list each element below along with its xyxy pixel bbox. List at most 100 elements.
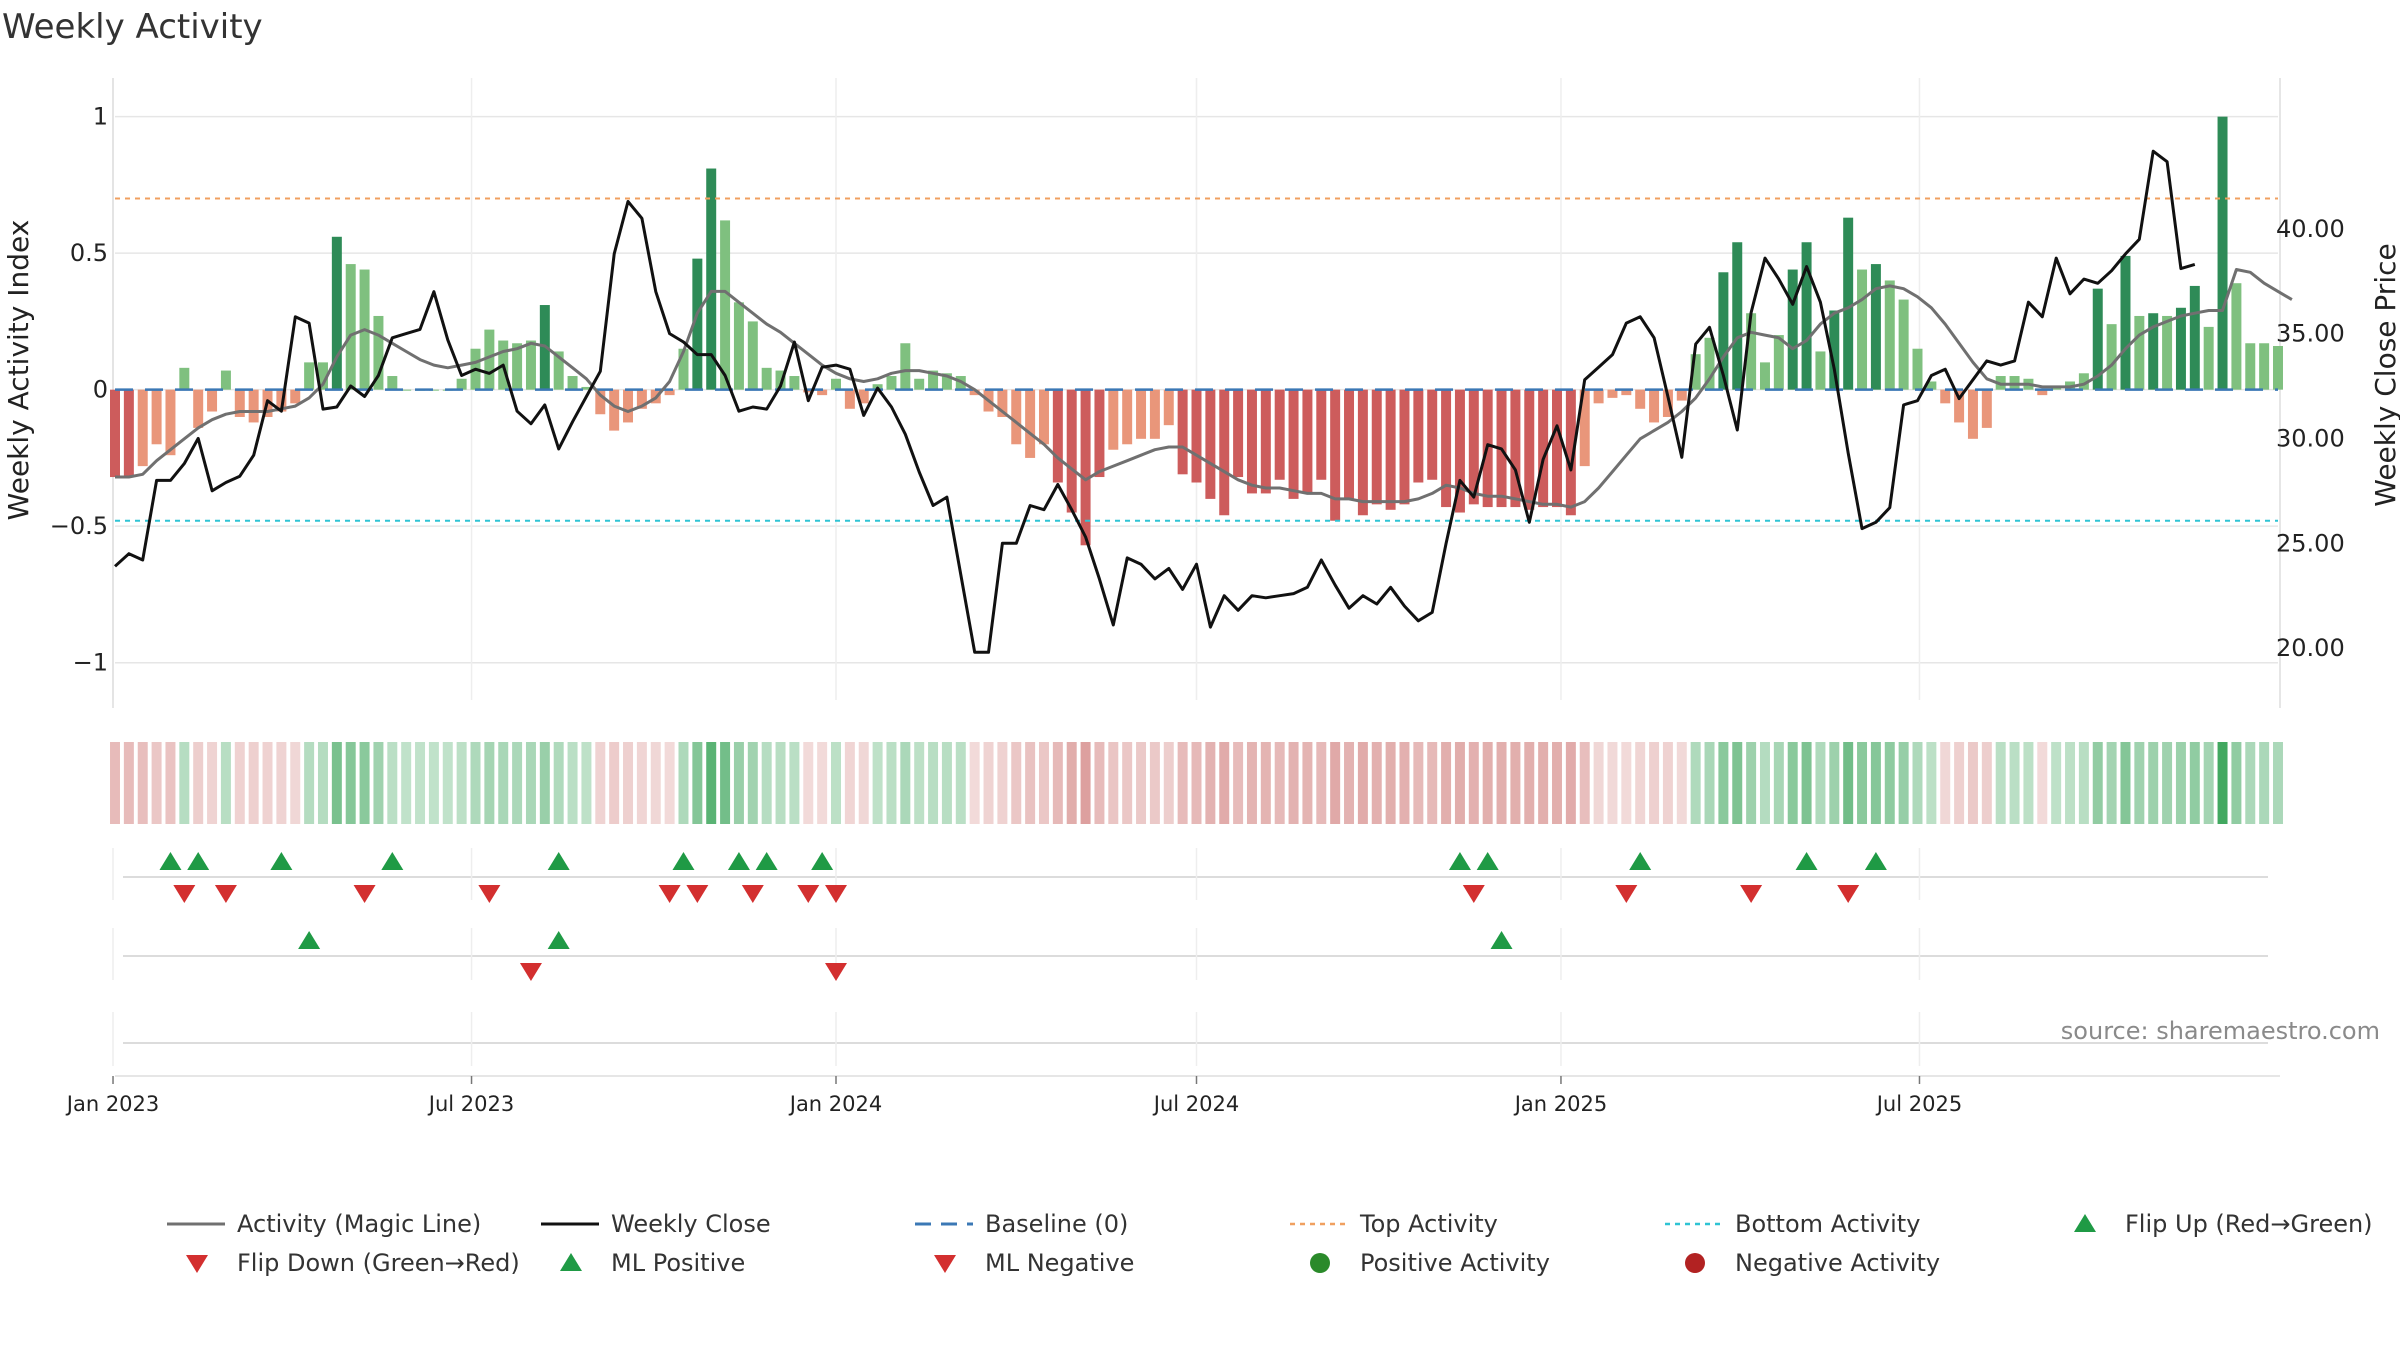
- legend-item: Top Activity: [1290, 1210, 1498, 1238]
- heat-cell: [2162, 742, 2173, 824]
- flip-down-marker: [658, 885, 681, 903]
- legend-label: Flip Up (Red→Green): [2125, 1210, 2373, 1238]
- source-credit: source: sharemaestro.com: [2061, 1017, 2380, 1045]
- heat-cell: [1621, 742, 1632, 824]
- flip-up-marker: [727, 852, 750, 870]
- activity-bar: [1399, 389, 1410, 505]
- activity-bar: [304, 362, 315, 390]
- activity-bar: [2148, 313, 2159, 390]
- heat-cell: [2051, 742, 2062, 824]
- activity-bar: [1219, 389, 1230, 516]
- heat-cell: [331, 742, 342, 824]
- legend-item: Bottom Activity: [1665, 1210, 1920, 1238]
- activity-bar: [831, 378, 841, 390]
- activity-bar: [193, 389, 204, 428]
- activity-bar: [2217, 116, 2228, 390]
- legend-swatch-circle: [1685, 1253, 1705, 1273]
- activity-bar: [1870, 264, 1881, 390]
- heat-cell: [345, 742, 356, 824]
- heat-cell: [1787, 742, 1798, 824]
- activity-bar: [2175, 307, 2186, 390]
- flip-up-marker: [547, 852, 570, 870]
- y-tick-left: 1: [93, 103, 108, 131]
- activity-bar: [1773, 335, 1784, 390]
- heat-cell: [1524, 742, 1535, 824]
- heat-cell: [803, 742, 814, 824]
- activity-bar: [928, 370, 939, 390]
- activity-bar: [1607, 389, 1618, 398]
- heat-cell: [234, 742, 245, 824]
- heat-cell: [706, 742, 717, 824]
- legend-label: Positive Activity: [1360, 1249, 1550, 1277]
- y-tick-left: 0: [93, 376, 108, 404]
- activity-bar: [623, 389, 634, 423]
- activity-bar: [1246, 389, 1257, 494]
- flip-down-marker: [825, 885, 847, 903]
- flip-down-marker: [478, 885, 501, 903]
- heat-cell: [1011, 742, 1022, 824]
- activity-bar: [1025, 389, 1036, 458]
- heat-cell: [359, 742, 370, 824]
- activity-bar: [456, 378, 467, 390]
- flip-up-marker: [1476, 852, 1499, 870]
- activity-bar: [1857, 269, 1868, 390]
- heat-cell: [1843, 742, 1854, 824]
- flip-up-marker: [1795, 852, 1818, 870]
- activity-bar: [2134, 315, 2145, 390]
- activity-bar: [1011, 389, 1022, 445]
- ml-negative-marker: [825, 963, 847, 981]
- heat-cell: [1815, 742, 1826, 824]
- heat-cell: [1732, 742, 1743, 824]
- heat-cell: [1510, 742, 1521, 824]
- y-tick-right: 25.00: [2276, 529, 2345, 557]
- activity-bar: [858, 389, 869, 404]
- legend-item: Negative Activity: [1685, 1249, 1940, 1277]
- heat-cell: [456, 742, 467, 824]
- activity-bar: [1801, 242, 1812, 390]
- activity-bar: [1066, 389, 1077, 513]
- heat-cell: [664, 742, 675, 824]
- activity-bar: [1718, 272, 1729, 390]
- signal-markers: [112, 848, 2280, 1077]
- activity-bar: [1357, 389, 1368, 516]
- legend-swatch-circle: [1310, 1253, 1330, 1273]
- activity-bar: [2245, 343, 2256, 390]
- heat-cell: [1454, 742, 1465, 824]
- heat-cell: [1427, 742, 1438, 824]
- activity-bar: [1981, 389, 1992, 428]
- heat-cell: [1177, 742, 1188, 824]
- activity-bar: [1940, 389, 1951, 404]
- legend-swatch-triangle-down: [934, 1255, 956, 1273]
- heat-cell: [317, 742, 328, 824]
- heat-cell: [1607, 742, 1618, 824]
- legend-item: Flip Down (Green→Red): [186, 1249, 520, 1277]
- heat-cell: [872, 742, 883, 824]
- activity-bar: [1829, 310, 1840, 390]
- activity-bar: [151, 389, 162, 445]
- y-ticks: 1 0.5 0 −0.5 −1 40.00 35.00 30.00 25.00 20.00: [50, 103, 2345, 677]
- heat-cell: [900, 742, 911, 824]
- activity-bar: [137, 389, 148, 467]
- flip-down-marker: [797, 885, 820, 903]
- y-axis-left-label: Weekly Activity Index: [2, 220, 35, 521]
- heat-cell: [747, 742, 758, 824]
- heat-cell: [2037, 742, 2048, 824]
- activity-bar: [1427, 389, 1438, 480]
- activity-bar: [1260, 389, 1271, 494]
- y-tick-left: −0.5: [50, 512, 108, 540]
- heat-cell: [137, 742, 148, 824]
- heat-cell: [567, 742, 578, 824]
- legend-swatch-triangle-up: [560, 1253, 582, 1271]
- activity-bar: [1538, 389, 1549, 508]
- activity-bar: [1898, 299, 1909, 390]
- flip-down-marker: [1462, 885, 1485, 903]
- activity-bar: [1787, 269, 1798, 390]
- heat-cell: [401, 742, 412, 824]
- heat-cell: [1746, 742, 1757, 824]
- activity-bar: [123, 389, 134, 478]
- heat-cell: [1441, 742, 1452, 824]
- activity-bar: [1205, 389, 1216, 499]
- activity-bar: [220, 370, 231, 390]
- heat-cell: [775, 742, 786, 824]
